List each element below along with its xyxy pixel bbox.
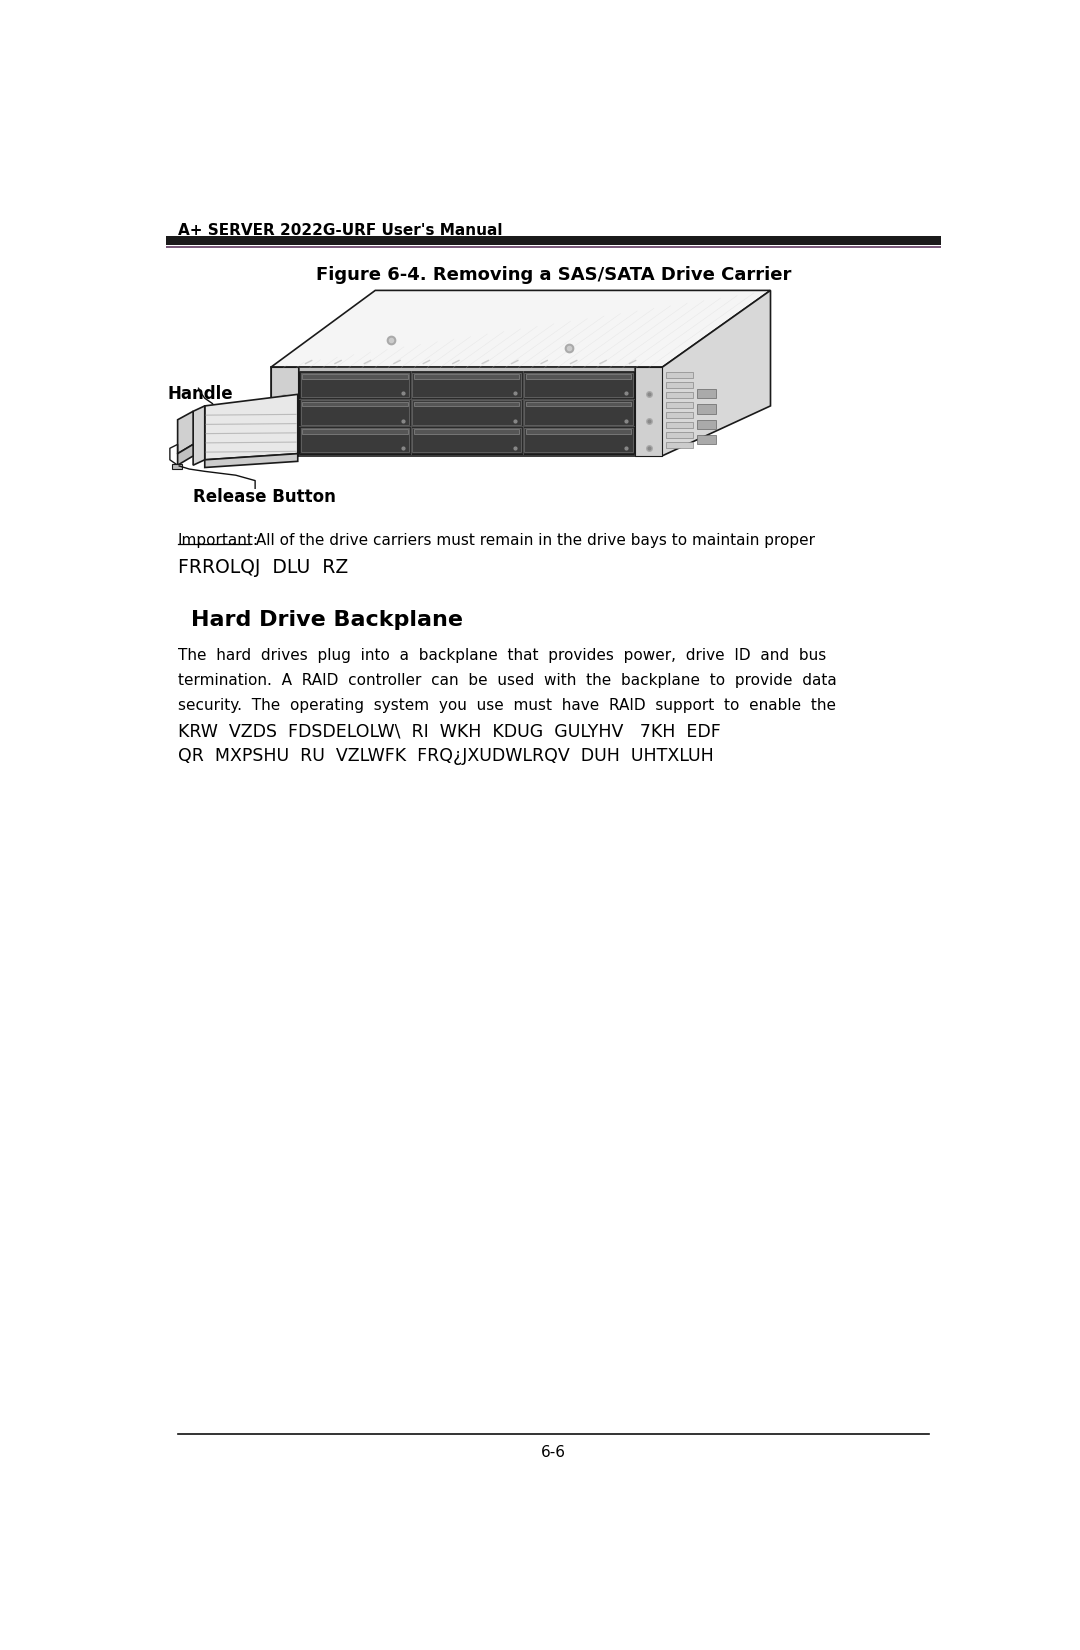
Text: security.  The  operating  system  you  use  must  have  RAID  support  to  enab: security. The operating system you use m…: [177, 698, 836, 713]
Bar: [302, 375, 408, 380]
Text: A+ SERVER 2022G-URF User's Manual: A+ SERVER 2022G-URF User's Manual: [177, 223, 502, 238]
Polygon shape: [177, 411, 193, 454]
Bar: [666, 442, 693, 449]
Bar: [299, 371, 634, 454]
Bar: [697, 436, 716, 444]
Bar: [301, 373, 409, 398]
Bar: [166, 236, 941, 244]
Bar: [414, 403, 519, 406]
Bar: [666, 403, 693, 408]
Text: Figure 6-4. Removing a SAS/SATA Drive Carrier: Figure 6-4. Removing a SAS/SATA Drive Ca…: [315, 266, 792, 284]
Text: Handle: Handle: [167, 384, 233, 403]
Text: Important:: Important:: [177, 533, 258, 548]
Bar: [666, 383, 693, 388]
Polygon shape: [193, 406, 205, 465]
Bar: [666, 412, 693, 417]
Bar: [526, 375, 631, 380]
Bar: [524, 401, 633, 424]
Text: Hard Drive Backplane: Hard Drive Backplane: [191, 610, 463, 630]
Bar: [526, 403, 631, 406]
Bar: [666, 432, 693, 439]
Bar: [414, 429, 519, 434]
Bar: [172, 464, 181, 469]
Polygon shape: [635, 368, 662, 455]
Bar: [414, 375, 519, 380]
Bar: [413, 373, 521, 398]
Polygon shape: [271, 368, 298, 455]
Polygon shape: [271, 290, 770, 368]
Text: FRROLQJ  DLU  RZ: FRROLQJ DLU RZ: [177, 558, 348, 576]
Bar: [524, 373, 633, 398]
Bar: [666, 371, 693, 378]
Polygon shape: [177, 444, 193, 465]
Bar: [666, 393, 693, 398]
Bar: [301, 401, 409, 424]
Bar: [413, 401, 521, 424]
Bar: [524, 427, 633, 452]
Polygon shape: [205, 394, 298, 460]
Bar: [697, 419, 716, 429]
Polygon shape: [205, 454, 298, 467]
Bar: [413, 427, 521, 452]
Text: 6-6: 6-6: [541, 1445, 566, 1460]
Text: KRW  VZDS  FDSDELOLW\  RI  WKH  KDUG  GULYHV   7KH  EDF: KRW VZDS FDSDELOLW\ RI WKH KDUG GULYHV 7…: [177, 723, 720, 741]
Bar: [299, 368, 634, 371]
Polygon shape: [271, 368, 662, 455]
Bar: [302, 403, 408, 406]
Polygon shape: [662, 290, 770, 455]
Text: All of the drive carriers must remain in the drive bays to maintain proper: All of the drive carriers must remain in…: [252, 533, 815, 548]
Text: termination.  A  RAID  controller  can  be  used  with  the  backplane  to  prov: termination. A RAID controller can be us…: [177, 673, 836, 688]
Bar: [301, 427, 409, 452]
Bar: [697, 404, 716, 414]
Text: QR  MXPSHU  RU  VZLWFK  FRQ¿JXUDWLRQV  DUH  UHTXLUH: QR MXPSHU RU VZLWFK FRQ¿JXUDWLRQV DUH UH…: [177, 747, 714, 766]
Text: Release Button: Release Button: [193, 488, 336, 507]
Bar: [697, 389, 716, 398]
Bar: [526, 429, 631, 434]
Bar: [666, 422, 693, 429]
Text: The  hard  drives  plug  into  a  backplane  that  provides  power,  drive  ID  : The hard drives plug into a backplane th…: [177, 648, 826, 663]
Bar: [166, 246, 941, 248]
Bar: [302, 429, 408, 434]
